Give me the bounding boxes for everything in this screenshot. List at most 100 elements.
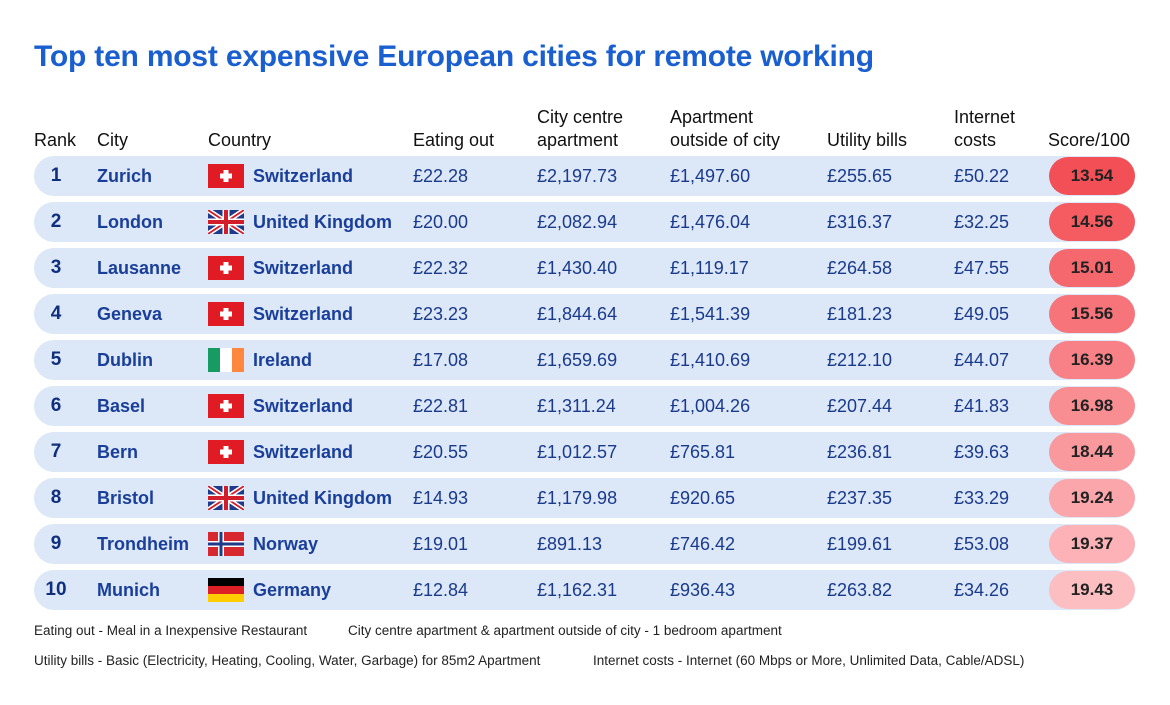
apartment-outside-city-cell: £1,497.60 — [670, 166, 751, 186]
apartment-outside-city-cell: £1,541.39 — [670, 304, 751, 324]
city-centre-apartment-cell: £1,659.69 — [537, 350, 618, 370]
apartment-outside-city-cell: £936.43 — [670, 580, 736, 600]
header-internet: Internet costs — [954, 106, 1015, 152]
table-row: 5 Dublin Ireland £17.08 £1,659.69 £1,410.69 £2… — [34, 340, 1135, 380]
switzerland-flag-icon — [208, 256, 244, 280]
table-row: 10 Munich Germany £12.84 £1,162.31 £936.43 £26… — [34, 570, 1135, 610]
eating-out-cell: £22.32 — [413, 258, 469, 278]
rank-cell: 9 — [50, 533, 62, 554]
city-centre-apartment-cell: £891.13 — [537, 534, 603, 554]
header-city: City — [97, 106, 128, 152]
apartment-outside-city-cell: £1,119.17 — [670, 258, 749, 278]
apartment-outside-city-cell: £1,476.04 — [670, 212, 751, 232]
utility-bills-cell: £316.37 — [827, 212, 893, 232]
country-cell: United Kingdom — [253, 488, 392, 508]
score-badge: 16.39 — [1049, 341, 1135, 379]
city-centre-apartment-cell: £1,012.57 — [537, 442, 618, 462]
header-outside: Apartment outside of city — [670, 106, 780, 152]
header-utility: Utility bills — [827, 106, 907, 152]
city-cell: Zurich — [97, 166, 153, 186]
score-badge: 15.01 — [1049, 249, 1135, 287]
table-row: 6 Basel Switzerland £22.81 £1,311.24 £1,004.2… — [34, 386, 1135, 426]
switzerland-flag-icon — [208, 164, 244, 188]
header-city-line: City — [97, 130, 128, 150]
united-kingdom-flag-icon — [208, 210, 244, 234]
city-cell: Geneva — [97, 304, 163, 324]
city-centre-apartment-cell: £1,311.24 — [537, 396, 616, 416]
table-row: 2 London United Kingdom £20.00 £2,082.94 £1,4… — [34, 202, 1135, 242]
city-cell: Munich — [97, 580, 160, 600]
country-cell: Switzerland — [253, 258, 354, 278]
table-row: 1 Zurich Switzerland £22.28 £2,197.73 £1,497.… — [34, 156, 1135, 196]
country-cell: Switzerland — [253, 166, 354, 186]
rank-cell: 5 — [50, 349, 62, 370]
apartment-outside-city-cell: £746.42 — [670, 534, 736, 554]
rank-cell: 3 — [50, 257, 62, 278]
score-badge: 16.98 — [1049, 387, 1135, 425]
country-cell: United Kingdom — [253, 212, 392, 232]
internet-costs-cell: £32.25 — [954, 212, 1010, 232]
header-centre-line: City centre — [537, 107, 624, 127]
score-badge: 14.56 — [1049, 203, 1135, 241]
country-cell: Switzerland — [253, 442, 354, 462]
apartment-outside-city-cell: £920.65 — [670, 488, 736, 508]
country-cell: Switzerland — [253, 396, 354, 416]
internet-costs-cell: £39.63 — [954, 442, 1010, 462]
table-row: 7 Bern Switzerland £20.55 £1,012.57 £765.81 £2… — [34, 432, 1135, 472]
city-cell: Basel — [97, 396, 146, 416]
city-centre-apartment-cell: £1,162.31 — [537, 580, 618, 600]
rank-cell: 7 — [50, 441, 62, 462]
united-kingdom-flag-icon — [208, 486, 244, 510]
eating-out-cell: £19.01 — [413, 534, 469, 554]
city-cell: Dublin — [97, 350, 153, 370]
table-row: 9 Trondheim Norway £19.01 £891.13 £746.42 £199… — [34, 524, 1135, 564]
header-country-line: Country — [208, 130, 272, 150]
footnote-internet-costs: Internet costs - Internet (60 Mbps or Mo… — [593, 653, 1025, 668]
eating-out-cell: £20.00 — [413, 212, 469, 232]
norway-flag-icon — [208, 532, 244, 556]
apartment-outside-city-cell: £1,410.69 — [670, 350, 751, 370]
city-centre-apartment-cell: £2,197.73 — [537, 166, 618, 186]
eating-out-cell: £12.84 — [413, 580, 469, 600]
header-rank-line: Rank — [34, 130, 77, 150]
rank-cell: 1 — [50, 165, 62, 186]
utility-bills-cell: £263.82 — [827, 580, 893, 600]
footnote-eating-out: Eating out - Meal in a Inexpensive Resta… — [34, 623, 308, 638]
internet-costs-cell: £47.55 — [954, 258, 1010, 278]
city-cell: Bern — [97, 442, 139, 462]
eating-out-cell: £22.81 — [413, 396, 469, 416]
utility-bills-cell: £207.44 — [827, 396, 893, 416]
utility-bills-cell: £264.58 — [827, 258, 893, 278]
header-eating: Eating out — [413, 106, 494, 152]
city-centre-apartment-cell: £2,082.94 — [537, 212, 618, 232]
internet-costs-cell: £33.29 — [954, 488, 1010, 508]
country-cell: Switzerland — [253, 304, 354, 324]
eating-out-cell: £22.28 — [413, 166, 469, 186]
score-badge: 19.37 — [1049, 525, 1135, 563]
city-centre-apartment-cell: £1,430.40 — [537, 258, 618, 278]
header-internet-line: Internet — [954, 107, 1016, 127]
header-centre-line: apartment — [537, 130, 619, 150]
footnote-utility-bills: Utility bills - Basic (Electricity, Heat… — [34, 653, 541, 668]
score-badge: 19.24 — [1049, 479, 1135, 517]
score-badge: 18.44 — [1049, 433, 1135, 471]
utility-bills-cell: £255.65 — [827, 166, 893, 186]
header-rank: Rank — [34, 106, 76, 152]
rank-cell: 6 — [50, 395, 62, 416]
header-outside-line: Apartment — [670, 107, 754, 127]
score-badge: 19.43 — [1049, 571, 1135, 609]
rank-cell: 4 — [50, 303, 62, 324]
country-cell: Ireland — [253, 350, 313, 370]
score-badge: 15.56 — [1049, 295, 1135, 333]
header-score: Score/100 — [1048, 106, 1130, 152]
utility-bills-cell: £236.81 — [827, 442, 893, 462]
internet-costs-cell: £50.22 — [954, 166, 1010, 186]
score-badge: 13.54 — [1049, 157, 1135, 195]
switzerland-flag-icon — [208, 440, 244, 464]
table-row: 4 Geneva Switzerland £23.23 £1,844.64 £1,541.… — [34, 294, 1135, 334]
rank-cell: 10 — [45, 579, 67, 600]
eating-out-cell: £17.08 — [413, 350, 469, 370]
utility-bills-cell: £181.23 — [827, 304, 893, 324]
city-cell: London — [97, 212, 163, 232]
header-score-line: Score/100 — [1048, 130, 1131, 150]
